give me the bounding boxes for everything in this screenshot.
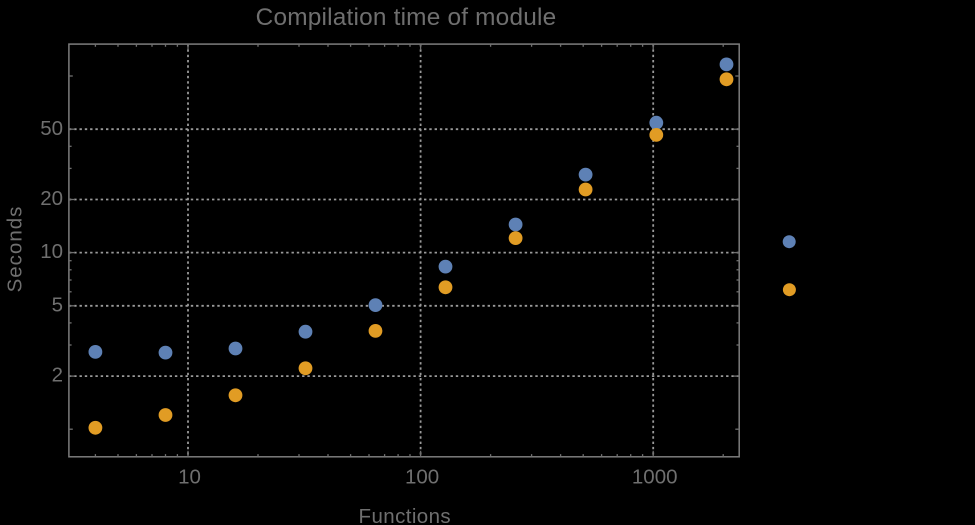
svg-text:10: 10 xyxy=(40,240,63,263)
svg-text:1000: 1000 xyxy=(632,466,678,489)
svg-text:10: 10 xyxy=(178,466,201,489)
svg-text:20: 20 xyxy=(40,187,63,210)
svg-text:Compilation time of module: Compilation time of module xyxy=(256,4,557,31)
svg-text:5: 5 xyxy=(52,293,63,316)
svg-text:50: 50 xyxy=(40,117,63,140)
svg-text:Seconds: Seconds xyxy=(4,206,27,293)
svg-text:100: 100 xyxy=(405,466,439,489)
svg-text:2: 2 xyxy=(52,364,63,387)
svg-text:Functions: Functions xyxy=(359,505,451,525)
